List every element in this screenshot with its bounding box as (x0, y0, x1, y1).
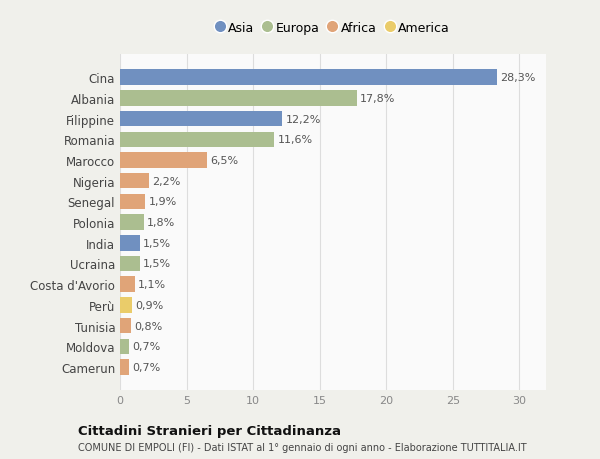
Text: 0,7%: 0,7% (133, 362, 161, 372)
Bar (120, 132, 274, 148)
Text: 28,3%: 28,3% (500, 73, 535, 83)
Bar (120, 215, 144, 230)
Text: 1,8%: 1,8% (147, 218, 176, 228)
Text: 6,5%: 6,5% (210, 156, 238, 166)
Text: 11,6%: 11,6% (278, 135, 313, 145)
Text: 1,1%: 1,1% (138, 280, 166, 290)
Bar (120, 359, 130, 375)
Text: 17,8%: 17,8% (360, 94, 395, 104)
Text: 1,9%: 1,9% (149, 197, 177, 207)
Bar (120, 256, 140, 272)
Text: 2,2%: 2,2% (152, 176, 181, 186)
Text: 0,9%: 0,9% (136, 300, 164, 310)
Bar (120, 174, 149, 189)
Bar (120, 112, 283, 127)
Bar (120, 153, 206, 168)
Bar (120, 339, 130, 354)
Text: Cittadini Stranieri per Cittadinanza: Cittadini Stranieri per Cittadinanza (78, 425, 341, 437)
Text: 12,2%: 12,2% (286, 114, 321, 124)
Text: 0,7%: 0,7% (133, 341, 161, 352)
Text: 1,5%: 1,5% (143, 238, 172, 248)
Text: 0,8%: 0,8% (134, 321, 162, 331)
Bar (120, 70, 497, 86)
Bar (120, 235, 140, 251)
Text: COMUNE DI EMPOLI (FI) - Dati ISTAT al 1° gennaio di ogni anno - Elaborazione TUT: COMUNE DI EMPOLI (FI) - Dati ISTAT al 1°… (78, 442, 527, 452)
Bar (120, 194, 145, 210)
Bar (120, 297, 132, 313)
Bar (120, 318, 131, 334)
Bar (120, 277, 134, 292)
Legend: Asia, Europa, Africa, America: Asia, Europa, Africa, America (213, 18, 453, 38)
Text: 1,5%: 1,5% (143, 259, 172, 269)
Bar (120, 91, 357, 106)
